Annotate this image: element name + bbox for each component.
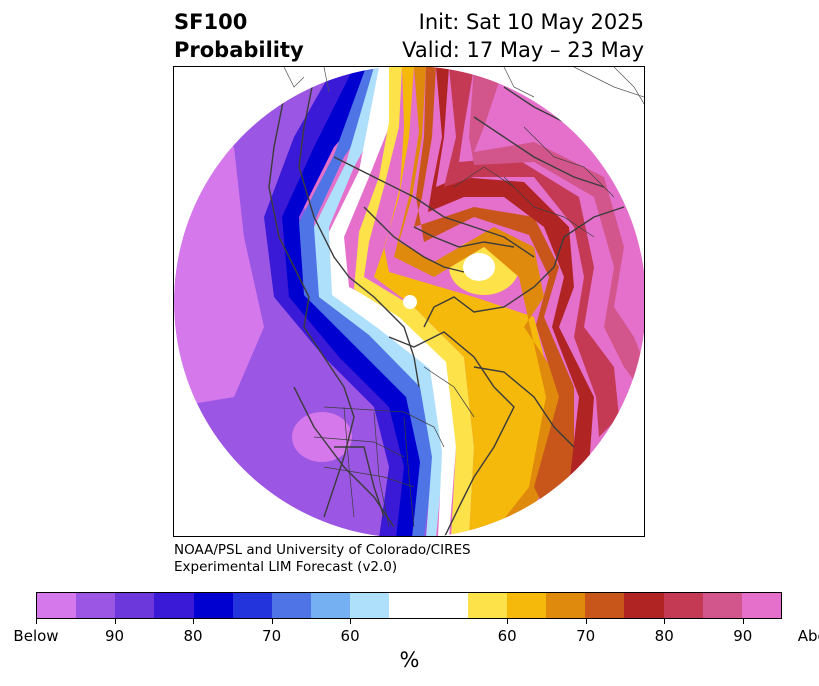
map-background: [174, 67, 644, 536]
init-date: Init: Sat 10 May 2025: [418, 10, 644, 34]
colorbar-tick: [36, 619, 37, 624]
colorbar-segment: [741, 593, 781, 618]
colorbar-segment: [467, 593, 507, 618]
colorbar-segment: [663, 593, 703, 618]
colorbar-segment: [76, 593, 116, 618]
colorbar-segment: [311, 593, 351, 618]
forecast-dates: Init: Sat 10 May 2025 Valid: 17 May – 23…: [402, 8, 644, 64]
colorbar-segment: [232, 593, 272, 618]
colorbar-segment: [350, 593, 390, 618]
credit-line-2: Experimental LIM Forecast (v2.0): [174, 559, 398, 575]
colorbar-segment: [546, 593, 586, 618]
colorbar-unit: %: [399, 648, 420, 672]
colorbar-tick-label: 80: [183, 627, 203, 645]
polar-map: [174, 67, 644, 536]
probability-field: [174, 67, 644, 536]
map-title: SF100 Probability: [174, 8, 304, 64]
field-name: Probability: [174, 38, 304, 62]
colorbar-segment: [154, 593, 194, 618]
colorbar-tick: [271, 619, 273, 624]
colorbar-segment: [389, 593, 468, 618]
outside-borders: [283, 67, 644, 105]
colorbar-tick-label: 80: [654, 627, 674, 645]
colorbar-tick-label: 70: [262, 627, 282, 645]
colorbar-segment: [193, 593, 233, 618]
colorbar-tick-label: 60: [340, 627, 360, 645]
borders: [313, 126, 615, 528]
map-panel: [173, 66, 645, 537]
colorbar-tick: [193, 619, 195, 624]
colorbar-segment: [271, 593, 312, 618]
colorbar-segment: [624, 593, 664, 618]
variable-name: SF100: [174, 10, 248, 34]
colorbar-tick: [507, 619, 509, 624]
colorbar-tick-label: 70: [576, 627, 596, 645]
colorbar: [36, 592, 782, 619]
colorbar-tick-label: Above: [797, 627, 819, 645]
colorbar-tick-label: 90: [733, 627, 753, 645]
colorbar-tick: [350, 619, 352, 624]
colorbar-segment: [37, 593, 77, 618]
colorbar-segment: [702, 593, 742, 618]
colorbar-tick: [664, 619, 666, 624]
colorbar-ticks: Below 90 80 70 60 60 70 80 90 Above: [0, 619, 819, 649]
colorbar-tick-label: Below: [13, 627, 59, 645]
credit-line-1: NOAA/PSL and University of Colorado/CIRE…: [174, 542, 471, 558]
colorbar-tick: [742, 619, 744, 624]
credit-text: NOAA/PSL and University of Colorado/CIRE…: [174, 542, 471, 576]
colorbar-segment: [506, 593, 547, 618]
colorbar-tick-label: 90: [104, 627, 125, 645]
colorbar-tick-label: 60: [497, 627, 517, 645]
colorbar-segment: [115, 593, 155, 618]
valid-range: Valid: 17 May – 23 May: [402, 38, 644, 62]
colorbar-tick: [585, 619, 587, 624]
colorbar-tick: [114, 619, 116, 624]
colorbar-segment: [585, 593, 625, 618]
